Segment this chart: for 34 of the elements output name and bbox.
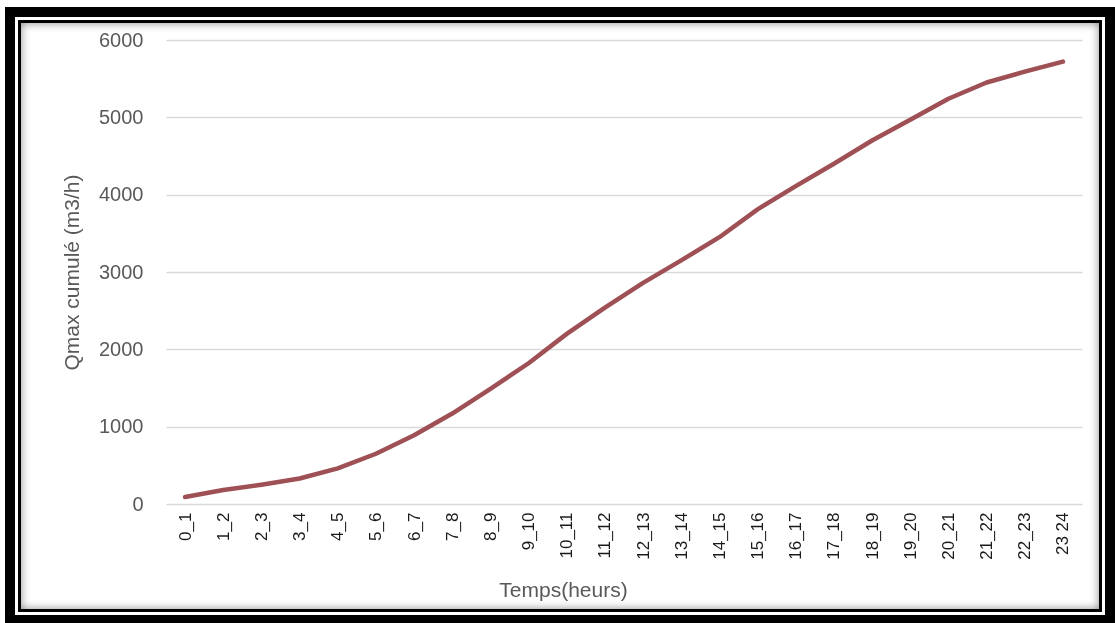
x-tick-label: 10_11 (557, 512, 577, 559)
x-tick-label: 18_19 (862, 512, 882, 560)
x-tick-label: 15_16 (748, 512, 768, 560)
x-tick-label: 0_1 (175, 512, 195, 541)
x-tick-label: 1_2 (213, 512, 233, 541)
y-tick-label: 2000 (99, 337, 144, 360)
y-tick-label: 0 (132, 492, 144, 515)
x-tick-label: 8_9 (480, 512, 500, 541)
y-tick-label: 4000 (99, 183, 144, 206)
x-tick-label: 9_10 (519, 512, 539, 551)
x-tick-label: 22_23 (1015, 512, 1035, 560)
line-series (182, 59, 1066, 500)
x-tick-label: 17_18 (824, 512, 844, 560)
y-tick-label: 3000 (99, 260, 144, 283)
x-tick-label: 14_15 (709, 512, 729, 560)
x-tick-label: 23 24 (1053, 512, 1073, 556)
x-tick-label: 4_5 (328, 512, 348, 541)
y-tick-label: 1000 (99, 415, 144, 438)
x-tick-label: 12_13 (633, 512, 653, 560)
x-tick-label: 19_20 (900, 512, 920, 560)
x-axis-title: Temps(heurs) (499, 577, 628, 601)
x-tick-label: 2_3 (251, 512, 271, 541)
y-tick-label: 5000 (99, 105, 144, 128)
x-tick-label: 20_21 (938, 512, 958, 560)
x-tick-label: 6_7 (404, 512, 424, 541)
x-tick-label: 7_8 (442, 512, 462, 541)
x-tick-label: 21_22 (977, 512, 997, 560)
y-tick-label: 6000 (99, 28, 144, 51)
y-axis-title: Qmax cumulé (m3/h) (59, 174, 83, 371)
x-tick-label: 5_6 (366, 512, 386, 541)
x-tick-label: 3_4 (290, 512, 310, 541)
x-tick-label: 11_12 (595, 512, 615, 559)
x-tick-label: 13_14 (671, 512, 691, 560)
x-tick-label: 16_17 (786, 512, 806, 560)
